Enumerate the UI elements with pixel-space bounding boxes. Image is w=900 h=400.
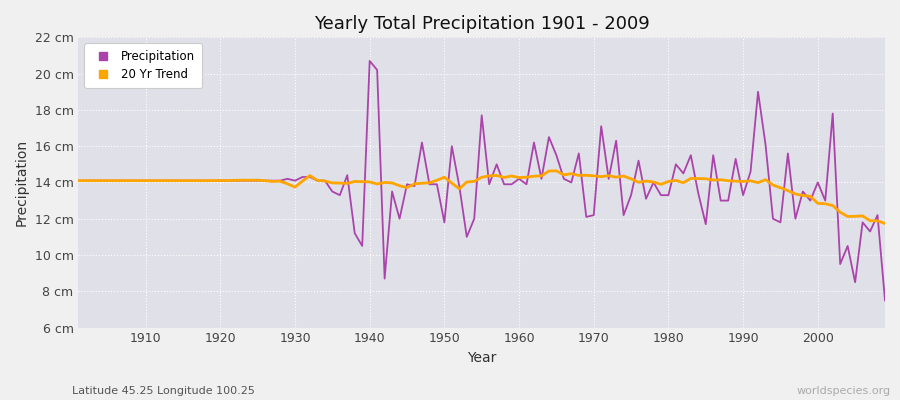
Text: worldspecies.org: worldspecies.org xyxy=(796,386,891,396)
Legend: Precipitation, 20 Yr Trend: Precipitation, 20 Yr Trend xyxy=(85,43,202,88)
Y-axis label: Precipitation: Precipitation xyxy=(15,139,29,226)
X-axis label: Year: Year xyxy=(467,351,497,365)
Text: Latitude 45.25 Longitude 100.25: Latitude 45.25 Longitude 100.25 xyxy=(72,386,255,396)
Title: Yearly Total Precipitation 1901 - 2009: Yearly Total Precipitation 1901 - 2009 xyxy=(314,15,650,33)
